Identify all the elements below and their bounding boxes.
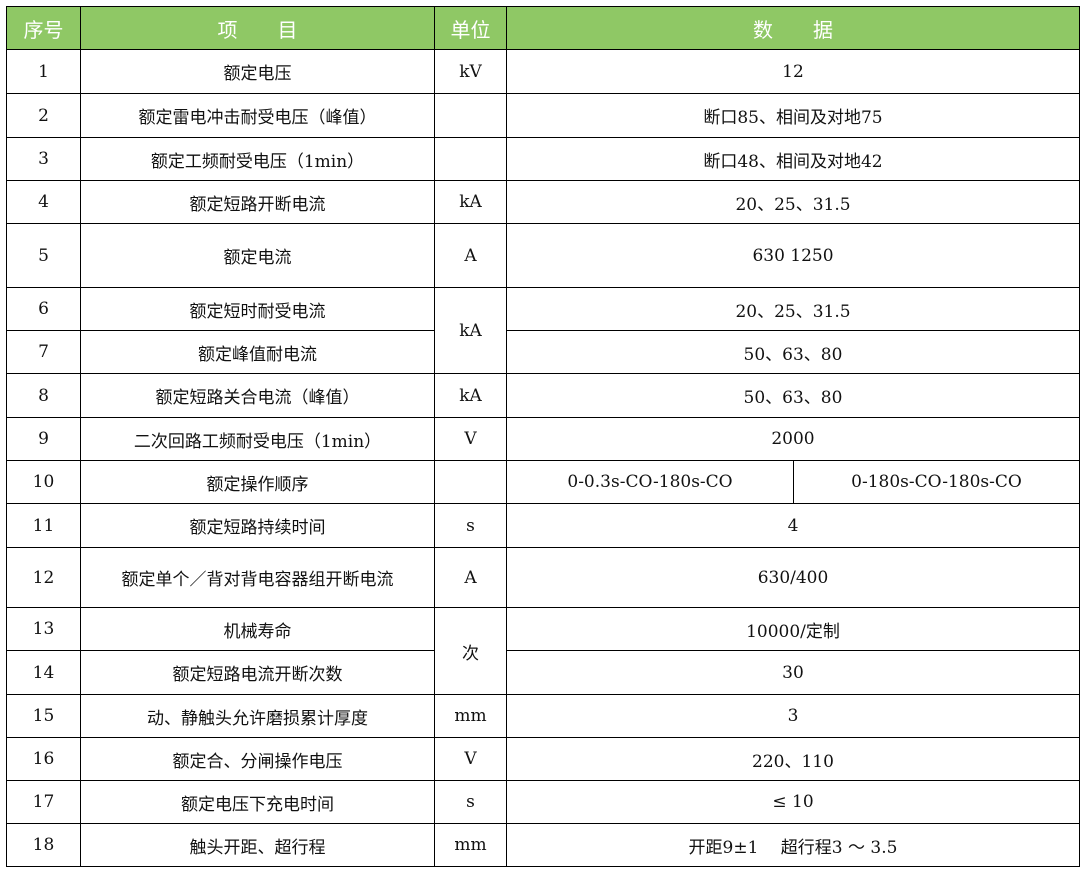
row-data: 220、110 bbox=[506, 737, 1080, 781]
row-number: 13 bbox=[6, 607, 81, 651]
row-item: 额定短路开断电流 bbox=[80, 180, 435, 224]
row-unit: mm bbox=[434, 694, 507, 738]
row-unit bbox=[434, 137, 507, 181]
row-number: 17 bbox=[6, 780, 81, 824]
row-number: 5 bbox=[6, 223, 81, 288]
row-item: 额定单个／背对背电容器组开断电流 bbox=[80, 547, 435, 608]
row-item: 额定合、分闸操作电压 bbox=[80, 737, 435, 781]
table-row: 3 额定工频耐受电压（1min） 断口48、相间及对地42 bbox=[6, 137, 1080, 181]
table-row: 15 动、静触头允许磨损累计厚度 mm 3 bbox=[6, 694, 1080, 738]
table-row: 4 额定短路开断电流 kA 20、25、31.5 bbox=[6, 180, 1080, 224]
row-unit: A bbox=[434, 223, 507, 288]
row-number: 14 bbox=[6, 650, 81, 695]
table-row: 12 额定单个／背对背电容器组开断电流 A 630/400 bbox=[6, 547, 1080, 608]
table-row: 16 额定合、分闸操作电压 V 220、110 bbox=[6, 737, 1080, 781]
row-item: 额定工频耐受电压（1min） bbox=[80, 137, 435, 181]
row-unit: s bbox=[434, 780, 507, 824]
row-data: 10000/定制 bbox=[506, 607, 1080, 651]
table-row: 18 触头开距、超行程 mm 开距9±1 超行程3 ～ 3.5 bbox=[6, 823, 1080, 867]
row-number: 4 bbox=[6, 180, 81, 224]
row-data: 0-0.3s-CO-180s-CO bbox=[506, 460, 794, 504]
row-unit bbox=[434, 460, 507, 504]
row-data: 30 bbox=[506, 650, 1080, 695]
row-item: 额定短路持续时间 bbox=[80, 503, 435, 548]
row-item: 额定电压 bbox=[80, 49, 435, 94]
row-item: 额定电压下充电时间 bbox=[80, 780, 435, 824]
row-number: 3 bbox=[6, 137, 81, 181]
table-row: 6 额定短时耐受电流 kA 20、25、31.5 bbox=[6, 287, 1080, 374]
row-data: 630/400 bbox=[506, 547, 1080, 608]
table-row: 7 额定峰值耐电流 50、63、80 bbox=[6, 330, 1080, 374]
row-unit bbox=[434, 93, 507, 138]
row-item: 额定短路电流开断次数 bbox=[80, 650, 435, 695]
row-number: 15 bbox=[6, 694, 81, 738]
row-number: 10 bbox=[6, 460, 81, 504]
row-unit: kA bbox=[434, 180, 507, 224]
table-row: 10 额定操作顺序 0-0.3s-CO-180s-CO 0-180s-CO-180s-… bbox=[6, 460, 1080, 504]
row-data: 断口85、相间及对地75 bbox=[506, 93, 1080, 138]
row-data: 开距9±1 超行程3 ～ 3.5 bbox=[506, 823, 1080, 867]
row-unit: A bbox=[434, 547, 507, 608]
header-item: 项 目 bbox=[80, 6, 435, 50]
row-number: 18 bbox=[6, 823, 81, 867]
header-data: 数 据 bbox=[506, 6, 1080, 50]
row-data-2: 0-180s-CO-180s-CO bbox=[793, 460, 1080, 504]
row-item: 动、静触头允许磨损累计厚度 bbox=[80, 694, 435, 738]
table-row: 13 机械寿命次 10000/定制 bbox=[6, 607, 1080, 695]
row-data: 3 bbox=[506, 694, 1080, 738]
row-data: 2000 bbox=[506, 417, 1080, 461]
row-data: 断口48、相间及对地42 bbox=[506, 137, 1080, 181]
row-item: 触头开距、超行程 bbox=[80, 823, 435, 867]
row-unit: s bbox=[434, 503, 507, 548]
table-row: 11 额定短路持续时间 s 4 bbox=[6, 503, 1080, 548]
row-unit: kA bbox=[434, 373, 507, 418]
row-number: 1 bbox=[6, 49, 81, 94]
row-item: 额定短路关合电流（峰值） bbox=[80, 373, 435, 418]
row-number: 7 bbox=[6, 330, 81, 374]
row-item: 额定操作顺序 bbox=[80, 460, 435, 504]
row-data: 4 bbox=[506, 503, 1080, 548]
header-row: 序号 项 目 单位 数 据 bbox=[6, 6, 1080, 50]
row-unit: V bbox=[434, 417, 507, 461]
row-number: 9 bbox=[6, 417, 81, 461]
table-row: 14 额定短路电流开断次数 30 bbox=[6, 650, 1080, 695]
row-data: 12 bbox=[506, 49, 1080, 94]
row-unit: mm bbox=[434, 823, 507, 867]
row-number: 2 bbox=[6, 93, 81, 138]
row-item: 额定雷电冲击耐受电压（峰值） bbox=[80, 93, 435, 138]
row-unit: kA bbox=[434, 287, 507, 374]
row-number: 6 bbox=[6, 287, 81, 331]
header-unit: 单位 bbox=[434, 6, 507, 50]
table-row: 1 额定电压 kV 12 bbox=[6, 49, 1080, 94]
row-data: 630 1250 bbox=[506, 223, 1080, 288]
row-number: 8 bbox=[6, 373, 81, 418]
row-number: 11 bbox=[6, 503, 81, 548]
table-row: 5 额定电流 A 630 1250 bbox=[6, 223, 1080, 288]
row-data: 50、63、80 bbox=[506, 373, 1080, 418]
table-row: 17 额定电压下充电时间 s ≤ 10 bbox=[6, 780, 1080, 824]
spec-table: 序号 项 目 单位 数 据 1 额定电压 kV 12 2 额定雷电冲击耐受电压（峰值） 断口… bbox=[6, 6, 1080, 867]
table-row: 2 额定雷电冲击耐受电压（峰值） 断口85、相间及对地75 bbox=[6, 93, 1080, 138]
table-row: 9 二次回路工频耐受电压（1min） V 2000 bbox=[6, 417, 1080, 461]
table-row: 8 额定短路关合电流（峰值） kA 50、63、80 bbox=[6, 373, 1080, 418]
row-item: 额定电流 bbox=[80, 223, 435, 288]
row-data: ≤ 10 bbox=[506, 780, 1080, 824]
row-data: 20、25、31.5 bbox=[506, 287, 1080, 331]
header-no: 序号 bbox=[6, 6, 81, 50]
row-item: 机械寿命 bbox=[80, 607, 435, 651]
row-number: 16 bbox=[6, 737, 81, 781]
row-data: 50、63、80 bbox=[506, 330, 1080, 374]
row-data: 20、25、31.5 bbox=[506, 180, 1080, 224]
row-unit: kV bbox=[434, 49, 507, 94]
row-unit: 次 bbox=[434, 607, 507, 695]
row-item: 额定短时耐受电流 bbox=[80, 287, 435, 331]
row-number: 12 bbox=[6, 547, 81, 608]
row-item: 二次回路工频耐受电压（1min） bbox=[80, 417, 435, 461]
row-item: 额定峰值耐电流 bbox=[80, 330, 435, 374]
row-unit: V bbox=[434, 737, 507, 781]
